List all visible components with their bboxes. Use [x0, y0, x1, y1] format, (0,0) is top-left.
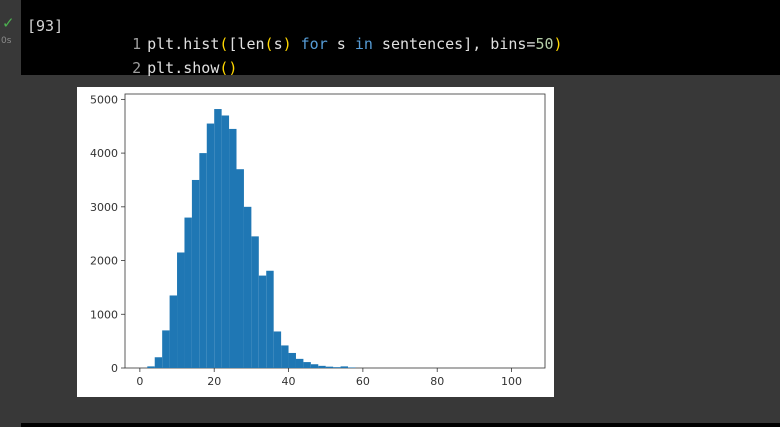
histogram-bar — [266, 270, 274, 368]
histogram-bar — [288, 352, 296, 368]
histogram-chart: 0 20 40 60 80 100 0 1000 2000 3000 4000 5000 — [90, 93, 546, 388]
histogram-bar — [318, 365, 326, 368]
histogram-bar — [154, 357, 163, 368]
code-line-1[interactable]: 1 plt.hist([len(s) for s in sentences], b… — [89, 17, 563, 71]
code-token: ( — [219, 35, 229, 53]
x-tick-label: 40 — [282, 375, 296, 388]
x-tick-label: 80 — [430, 375, 444, 388]
code-token: s — [336, 35, 355, 53]
line-number: 1 — [132, 35, 142, 53]
code-token: sentences], bins= — [372, 35, 536, 53]
code-token: plt.hist — [147, 35, 220, 53]
code-token: s — [273, 35, 283, 53]
execution-time: 0s — [1, 36, 12, 46]
code-token: plt.show — [147, 59, 220, 77]
line-number: 2 — [132, 59, 142, 77]
code-token: ( — [264, 35, 274, 53]
next-cell-edge — [21, 423, 780, 427]
histogram-bar — [310, 364, 319, 368]
histogram-bar — [147, 366, 155, 368]
check-icon: ✓ — [2, 14, 15, 32]
x-tick-label: 100 — [501, 375, 522, 388]
code-token: ) — [553, 35, 563, 53]
histogram-bar — [221, 115, 230, 368]
code-line-2[interactable]: 2 plt.show() — [89, 41, 237, 95]
histogram-bar — [303, 362, 311, 368]
code-token: [len — [228, 35, 265, 53]
histogram-bar — [177, 252, 185, 368]
cell-gutter: ✓ 0s — [0, 0, 20, 60]
code-cell[interactable]: [93] 1 plt.hist([len(s) for s in sentence… — [21, 0, 780, 77]
y-tick-label: 4000 — [90, 147, 118, 160]
x-tick-label: 0 — [136, 375, 143, 388]
histogram-bar — [229, 128, 237, 368]
histogram-bar — [348, 367, 356, 368]
histogram-bar — [236, 169, 244, 368]
y-tick-label: 3000 — [90, 201, 118, 214]
y-tick-label: 0 — [111, 362, 118, 375]
histogram-bar — [243, 206, 252, 368]
histogram-bar — [191, 179, 200, 368]
histogram-bar — [325, 366, 334, 368]
histogram-bar — [162, 330, 170, 368]
y-tick-label: 1000 — [90, 308, 118, 321]
histogram-bar — [251, 236, 259, 368]
histogram-bar — [214, 109, 222, 368]
histogram-bar — [199, 153, 207, 368]
code-token: ) — [282, 35, 292, 53]
histogram-bar — [333, 367, 341, 368]
code-token: for — [291, 35, 337, 53]
histogram-bar — [184, 217, 192, 368]
histogram-bar — [273, 331, 282, 368]
output-area: 0 20 40 60 80 100 0 1000 2000 3000 4000 5000 — [77, 87, 554, 397]
y-tick-label: 2000 — [90, 255, 118, 268]
y-tick-label: 5000 — [90, 93, 118, 106]
histogram-bar — [281, 345, 289, 368]
code-token: () — [219, 59, 238, 77]
code-token: in — [354, 35, 373, 53]
histogram-bar — [340, 366, 349, 368]
histogram-bar — [169, 295, 178, 368]
execution-count: [93] — [27, 17, 64, 35]
x-tick-label: 20 — [207, 375, 221, 388]
code-token: 50 — [535, 35, 554, 53]
histogram-bar — [258, 275, 267, 368]
histogram-bar — [206, 123, 215, 369]
x-tick-label: 60 — [356, 375, 370, 388]
histogram-bar — [295, 358, 304, 368]
